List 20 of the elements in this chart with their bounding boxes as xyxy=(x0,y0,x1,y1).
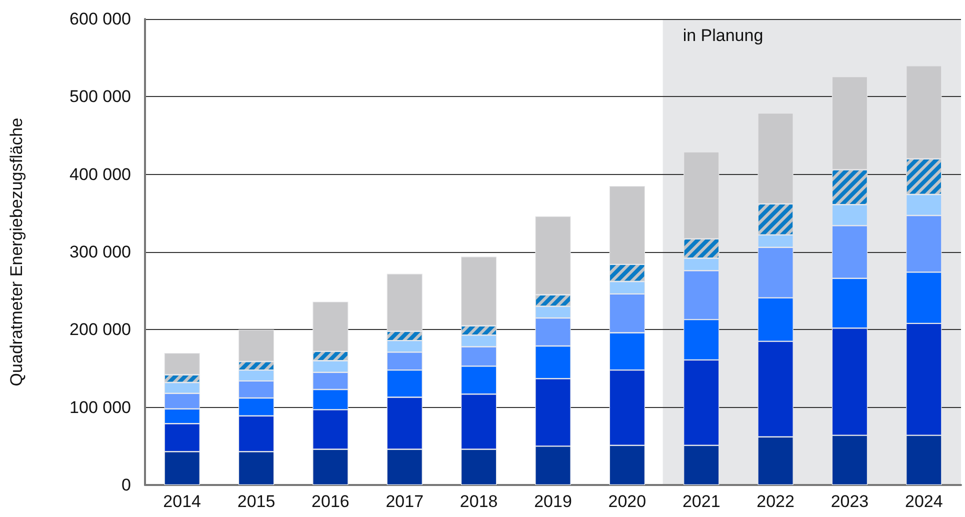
x-tick-label: 2024 xyxy=(904,492,943,511)
x-tick-label: 2016 xyxy=(312,492,350,511)
y-axis-title: Quadratmeter Energiebezugsfläche xyxy=(7,118,26,386)
y-tick-label: 400 000 xyxy=(70,164,131,184)
y-tick-label: 100 000 xyxy=(70,398,131,417)
y-tick-label: 200 000 xyxy=(70,320,131,340)
x-tick-label: 2022 xyxy=(756,492,794,511)
y-tick-label: 600 000 xyxy=(70,10,131,28)
x-tick-label: 2023 xyxy=(830,492,869,511)
y-tick-label: 300 000 xyxy=(70,242,131,262)
y-tick-label: 0 xyxy=(122,476,131,494)
x-tick-label: 2014 xyxy=(163,492,202,511)
x-tick-label: 2019 xyxy=(534,492,572,511)
x-tick-label: 2018 xyxy=(460,492,498,511)
x-tick-label: 2017 xyxy=(386,492,424,511)
x-tick-label: 2021 xyxy=(682,492,720,511)
x-tick-label: 2015 xyxy=(237,492,276,511)
y-tick-label: 500 000 xyxy=(70,87,131,106)
band-label: in Planung xyxy=(682,26,764,45)
x-tick-label: 2020 xyxy=(608,492,646,511)
